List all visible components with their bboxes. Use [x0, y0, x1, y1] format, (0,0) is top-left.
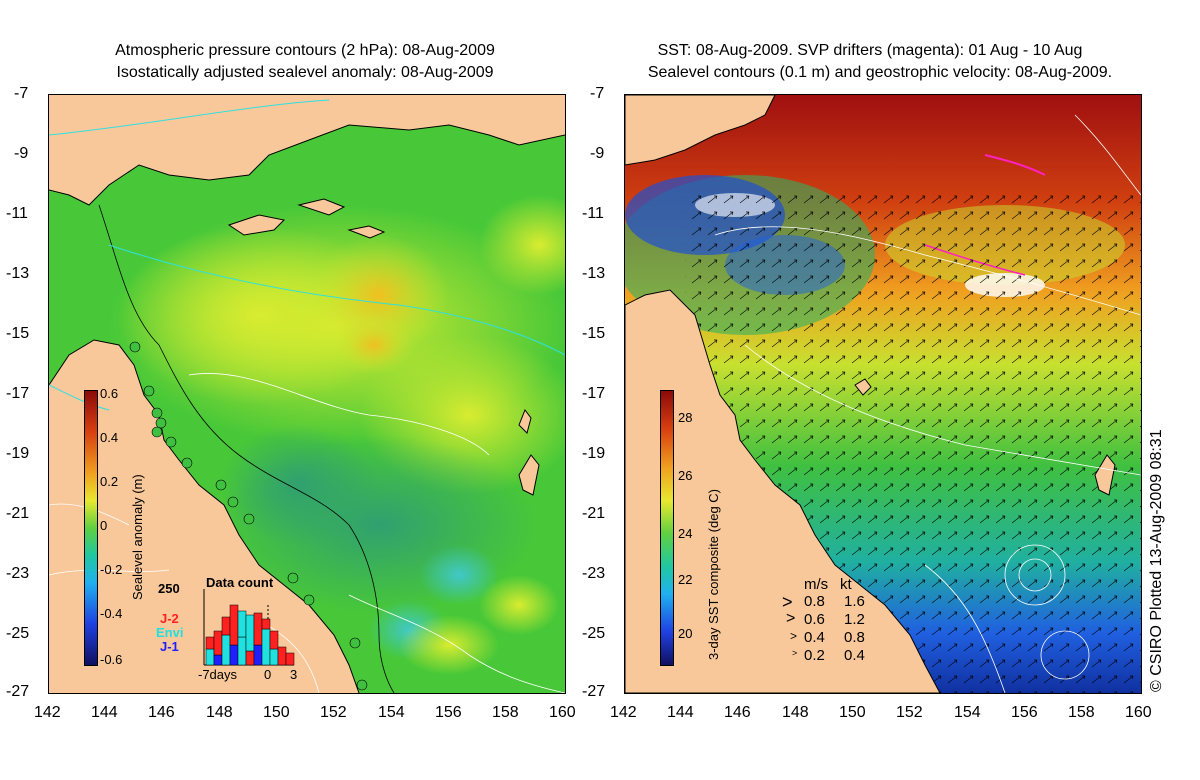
- left-x-tick: 160: [549, 704, 576, 721]
- left-colorbar-tick: -0.2: [100, 562, 123, 577]
- series-label-j1: J-1: [160, 639, 179, 654]
- data-count-x-left: -7days: [198, 667, 238, 682]
- right-x-tick: 156: [1011, 704, 1038, 721]
- left-x-tick: 156: [435, 704, 462, 721]
- right-y-tick: -27: [582, 683, 606, 700]
- left-x-tick: 142: [34, 704, 61, 721]
- right-colorbar-tick: 24: [678, 526, 693, 541]
- left-colorbar-tick: 0.6: [100, 386, 119, 401]
- right-colorbar-tick: 22: [678, 572, 693, 587]
- velocity-arrow-icon: >: [792, 648, 798, 658]
- left-title-line1: Atmospheric pressure contours (2 hPa): 0…: [115, 42, 495, 59]
- right-x-tick: 144: [667, 704, 694, 721]
- left-y-tick: -27: [6, 683, 30, 700]
- data-count-max: 250: [158, 581, 180, 596]
- right-y-tick: -23: [582, 565, 606, 582]
- right-colorbar-tick: 28: [678, 410, 693, 425]
- right-x-tick: 148: [782, 704, 809, 721]
- data-count-title: Data count: [206, 575, 274, 590]
- left-y-tick: -25: [6, 625, 30, 642]
- right-x-tick: 142: [610, 704, 637, 721]
- left-y-tick: -15: [6, 325, 30, 342]
- right-y-tick: -13: [582, 265, 606, 282]
- right-title-line2: Sealevel contours (0.1 m) and geostrophi…: [647, 64, 1113, 81]
- right-title-line1: SST: 08-Aug-2009. SVP drifters (magenta)…: [657, 42, 1083, 59]
- right-colorbar-tick: 26: [678, 468, 693, 483]
- credit-text: © CSIRO Plotted 13-Aug-2009 08:31: [1148, 429, 1165, 692]
- velocity-legend-ms: 0.8: [804, 593, 825, 610]
- right-y-tick: -15: [582, 325, 606, 342]
- left-x-tick: 158: [492, 704, 519, 721]
- left-title-line2: Isostatically adjusted sealevel anomaly:…: [116, 64, 494, 81]
- right-map-panel[interactable]: [624, 94, 1142, 694]
- velocity-legend: m/s kt > 0.8 1.6 > 0.6 1.2 > 0.4 0.8 > 0…: [780, 576, 880, 666]
- right-y-tick: -19: [582, 445, 606, 462]
- left-y-tick: -21: [6, 505, 30, 522]
- right-x-tick: 160: [1125, 704, 1152, 721]
- left-y-tick: -17: [6, 385, 30, 402]
- right-y-tick: -17: [582, 385, 606, 402]
- right-colorbar-label: 3-day SST composite (deg C): [706, 489, 721, 660]
- right-x-tick: 150: [839, 704, 866, 721]
- left-map-panel[interactable]: [48, 94, 566, 694]
- velocity-legend-header-kt: kt: [840, 576, 852, 593]
- velocity-arrow-icon: >: [786, 610, 796, 627]
- data-count-x-mid: 0: [264, 667, 272, 682]
- right-y-tick: -25: [582, 625, 606, 642]
- left-y-tick: -13: [6, 265, 30, 282]
- right-x-tick: 158: [1068, 704, 1095, 721]
- left-y-tick: -9: [14, 145, 29, 162]
- left-colorbar-tick: -0.6: [100, 652, 123, 667]
- velocity-legend-kt: 0.4: [844, 647, 865, 664]
- velocity-legend-ms: 0.6: [804, 611, 825, 628]
- left-x-tick: 146: [148, 704, 175, 721]
- series-label-envi: Envi: [156, 625, 184, 640]
- data-count-x-right: 3: [290, 667, 298, 682]
- right-colorbar-tick: 20: [678, 626, 693, 641]
- right-y-tick: -9: [590, 145, 605, 162]
- right-x-tick: 146: [724, 704, 751, 721]
- left-x-tick: 150: [263, 704, 290, 721]
- left-colorbar-label: Sealevel anomaly (m): [130, 474, 145, 600]
- left-colorbar-tick: 0.4: [100, 430, 119, 445]
- left-y-tick: -23: [6, 565, 30, 582]
- left-y-tick: -11: [6, 205, 28, 222]
- right-y-tick: -7: [590, 85, 605, 102]
- left-colorbar-tick: 0.2: [100, 474, 119, 489]
- velocity-legend-kt: 0.8: [844, 629, 865, 646]
- left-y-tick: -19: [6, 445, 30, 462]
- left-colorbar-tick: -0.4: [100, 606, 123, 621]
- right-x-tick: 154: [954, 704, 981, 721]
- data-count-histogram: Data count 250 J-2 Envi J-1: [150, 575, 300, 685]
- velocity-legend-kt: 1.2: [844, 611, 865, 628]
- velocity-legend-ms: 0.2: [804, 647, 825, 664]
- series-label-j2: J-2: [160, 611, 179, 626]
- data-count-bars: [203, 589, 295, 666]
- left-x-tick: 144: [91, 704, 118, 721]
- left-sealevel-map: [49, 95, 565, 693]
- left-x-tick: 154: [378, 704, 405, 721]
- left-y-tick: -7: [14, 85, 29, 102]
- right-colorbar: [660, 390, 674, 666]
- left-colorbar-tick: 0: [100, 518, 108, 533]
- right-x-tick: 152: [896, 704, 923, 721]
- velocity-legend-header-ms: m/s: [804, 576, 829, 593]
- left-x-tick: 152: [320, 704, 347, 721]
- velocity-legend-kt: 1.6: [844, 593, 865, 610]
- right-sst-map: [625, 95, 1141, 693]
- velocity-arrow-icon: >: [782, 592, 793, 612]
- left-colorbar: [84, 390, 98, 666]
- velocity-legend-ms: 0.4: [804, 629, 825, 646]
- left-x-tick: 148: [206, 704, 233, 721]
- velocity-arrow-icon: >: [790, 629, 798, 643]
- right-y-tick: -21: [582, 505, 606, 522]
- right-y-tick: -11: [582, 205, 604, 222]
